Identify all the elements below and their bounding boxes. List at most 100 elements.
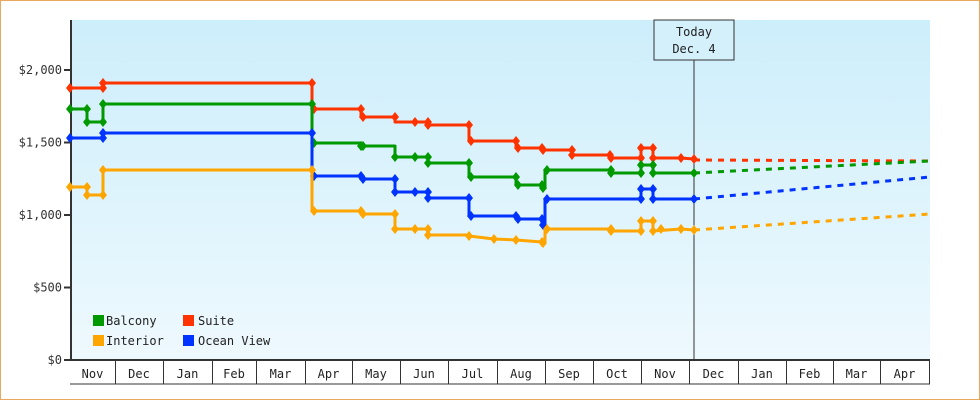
data-point-ocean-view[interactable]: [391, 187, 399, 197]
series-lines: [66, 78, 931, 248]
data-point-suite[interactable]: [690, 154, 698, 164]
data-point-balcony[interactable]: [424, 152, 432, 162]
data-point-suite[interactable]: [539, 145, 547, 155]
data-point-interior[interactable]: [66, 182, 74, 192]
data-point-interior[interactable]: [690, 225, 698, 235]
data-point-balcony[interactable]: [607, 168, 615, 178]
data-point-interior[interactable]: [411, 224, 419, 234]
data-point-suite[interactable]: [467, 136, 475, 146]
data-point-suite[interactable]: [66, 83, 74, 93]
data-point-suite[interactable]: [677, 153, 685, 163]
data-point-ocean-view[interactable]: [308, 128, 316, 138]
forecast-line-suite: [693, 158, 931, 163]
data-point-ocean-view[interactable]: [514, 214, 522, 224]
data-point-balcony[interactable]: [391, 152, 399, 162]
data-point-interior[interactable]: [649, 216, 657, 226]
data-point-interior[interactable]: [607, 226, 615, 236]
data-point-balcony[interactable]: [649, 160, 657, 170]
data-point-interior[interactable]: [543, 224, 551, 234]
data-point-suite[interactable]: [637, 153, 645, 163]
legend-item-suite[interactable]: Suite: [183, 314, 234, 328]
data-point-ocean-view[interactable]: [649, 194, 657, 204]
data-point-interior[interactable]: [512, 235, 520, 245]
data-point-ocean-view[interactable]: [424, 193, 432, 203]
data-point-balcony[interactable]: [83, 117, 91, 127]
data-point-ocean-view[interactable]: [543, 194, 551, 204]
data-point-balcony[interactable]: [99, 99, 107, 109]
data-point-balcony[interactable]: [637, 168, 645, 178]
data-point-suite[interactable]: [607, 153, 615, 163]
data-point-ocean-view[interactable]: [424, 187, 432, 197]
data-point-ocean-view[interactable]: [467, 211, 475, 221]
legend-item-ocean-view[interactable]: Ocean View: [183, 334, 271, 348]
data-point-suite[interactable]: [308, 78, 316, 88]
data-point-suite[interactable]: [359, 112, 367, 122]
data-point-interior[interactable]: [539, 238, 547, 248]
data-point-suite[interactable]: [637, 143, 645, 153]
legend-item-interior[interactable]: Interior: [93, 334, 164, 348]
data-point-balcony[interactable]: [424, 158, 432, 168]
data-point-interior[interactable]: [359, 209, 367, 219]
data-point-interior[interactable]: [83, 190, 91, 200]
data-point-interior[interactable]: [677, 224, 685, 234]
data-point-suite[interactable]: [649, 143, 657, 153]
data-point-interior[interactable]: [637, 216, 645, 226]
data-point-interior[interactable]: [465, 231, 473, 241]
data-point-balcony[interactable]: [467, 172, 475, 182]
today-date: Dec. 4: [672, 42, 715, 56]
data-point-balcony[interactable]: [359, 141, 367, 151]
month-label: Nov: [654, 367, 676, 381]
data-point-balcony[interactable]: [83, 104, 91, 114]
month-label: Dec: [703, 367, 725, 381]
data-point-ocean-view[interactable]: [66, 133, 74, 143]
data-point-balcony[interactable]: [690, 168, 698, 178]
data-point-ocean-view[interactable]: [391, 174, 399, 184]
data-point-balcony[interactable]: [66, 104, 74, 114]
legend-item-balcony[interactable]: Balcony: [93, 314, 157, 328]
data-point-balcony[interactable]: [637, 160, 645, 170]
data-point-interior[interactable]: [391, 224, 399, 234]
data-point-balcony[interactable]: [411, 152, 419, 162]
y-tick-label: $1,000: [19, 208, 62, 222]
data-point-interior[interactable]: [649, 226, 657, 236]
data-point-ocean-view[interactable]: [411, 187, 419, 197]
data-point-interior[interactable]: [99, 190, 107, 200]
data-point-balcony[interactable]: [99, 117, 107, 127]
month-label: Dec: [128, 367, 150, 381]
data-point-suite[interactable]: [411, 117, 419, 127]
data-point-suite[interactable]: [424, 120, 432, 130]
data-point-balcony[interactable]: [308, 99, 316, 109]
data-point-ocean-view[interactable]: [465, 193, 473, 203]
data-point-interior[interactable]: [657, 224, 665, 234]
data-point-suite[interactable]: [514, 143, 522, 153]
data-point-ocean-view[interactable]: [690, 194, 698, 204]
data-point-interior[interactable]: [83, 182, 91, 192]
y-tick-label: $500: [33, 281, 62, 295]
data-point-balcony[interactable]: [512, 172, 520, 182]
data-point-balcony[interactable]: [514, 180, 522, 190]
data-point-ocean-view[interactable]: [637, 184, 645, 194]
data-point-balcony[interactable]: [543, 165, 551, 175]
data-point-ocean-view[interactable]: [99, 128, 107, 138]
data-point-suite[interactable]: [99, 78, 107, 88]
data-point-ocean-view[interactable]: [637, 194, 645, 204]
data-point-balcony[interactable]: [539, 183, 547, 193]
data-point-interior[interactable]: [391, 209, 399, 219]
data-point-balcony[interactable]: [649, 168, 657, 178]
data-point-balcony[interactable]: [465, 158, 473, 168]
data-point-suite[interactable]: [649, 153, 657, 163]
data-point-ocean-view[interactable]: [359, 174, 367, 184]
data-point-ocean-view[interactable]: [649, 184, 657, 194]
data-point-suite[interactable]: [391, 112, 399, 122]
data-point-interior[interactable]: [637, 226, 645, 236]
data-point-interior[interactable]: [99, 165, 107, 175]
data-point-interior[interactable]: [310, 206, 318, 216]
data-point-interior[interactable]: [308, 165, 316, 175]
data-point-interior[interactable]: [424, 230, 432, 240]
data-point-suite[interactable]: [357, 104, 365, 114]
data-point-interior[interactable]: [424, 224, 432, 234]
data-point-interior[interactable]: [490, 234, 498, 244]
data-point-suite[interactable]: [465, 120, 473, 130]
data-point-suite[interactable]: [568, 150, 576, 160]
